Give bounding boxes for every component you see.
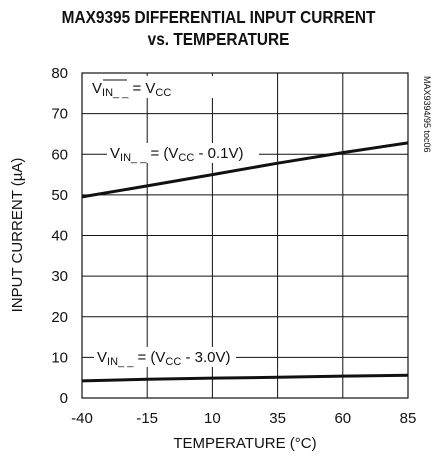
curve-1-label-background	[107, 143, 259, 163]
x-axis-label: TEMPERATURE (°C)	[173, 435, 316, 452]
chart-title-line-1: MAX9395 DIFFERENTIAL INPUT CURRENT	[61, 7, 376, 27]
curve-2-label: VIN_ _ = (VCC - 3.0V)	[97, 349, 231, 368]
y-tick-label: 60	[51, 146, 68, 163]
curve-1-label: VIN_ _ = (VCC - 0.1V)	[110, 145, 244, 164]
y-tick-label: 0	[60, 390, 68, 407]
x-tick-label: 60	[334, 410, 351, 427]
y-tick-label: 30	[51, 268, 68, 285]
y-tick-label: 50	[51, 187, 68, 204]
chart-title: MAX9395 DIFFERENTIAL INPUT CURRENT vs. T…	[28, 6, 410, 50]
x-tick-label: 35	[269, 410, 286, 427]
y-tick-labels: 0 10 20 30 40 50 60 70 80	[51, 65, 68, 407]
y-tick-label: 70	[51, 106, 68, 123]
y-tick-label: 40	[51, 228, 68, 245]
condition-label-background	[89, 76, 213, 98]
x-tick-label: -40	[71, 410, 93, 427]
y-tick-label: 10	[51, 349, 68, 366]
y-tick-label: 80	[51, 65, 68, 82]
curve-2-label-background	[94, 347, 236, 367]
y-axis-label: INPUT CURRENT (µA)	[9, 158, 26, 313]
condition-label: VIN_ _ = VCC	[92, 80, 171, 99]
series-line-2	[81, 373, 409, 383]
x-tick-label: 85	[400, 410, 417, 427]
chart-title-line-2: vs. TEMPERATURE	[147, 29, 290, 49]
series-layer	[81, 141, 409, 383]
plot-frame	[81, 72, 409, 399]
series-line-1	[81, 141, 409, 199]
figure-code: MAX9394/95 toc06	[422, 76, 432, 153]
x-tick-label: 10	[204, 410, 221, 427]
x-tick-labels: -40 -15 10 35 60 85	[71, 410, 416, 427]
x-tick-label: -15	[136, 410, 158, 427]
y-tick-label: 20	[51, 309, 68, 326]
